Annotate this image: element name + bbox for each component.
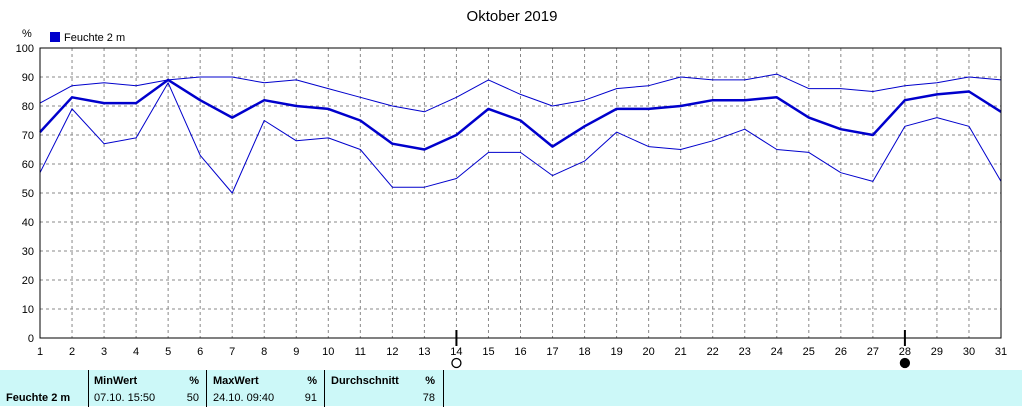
full-moon-icon [899, 357, 911, 369]
x-tick-label: 28 [899, 346, 911, 358]
max-header: MaxWert [213, 375, 259, 387]
x-tick-label: 5 [165, 346, 171, 358]
y-axis-unit: % [22, 28, 32, 40]
x-tick-label: 14 [450, 346, 462, 358]
x-tick-label: 20 [643, 346, 655, 358]
x-tick-label: 16 [514, 346, 526, 358]
x-tick-label: 19 [610, 346, 622, 358]
y-tick-label: 40 [22, 217, 34, 229]
x-tick-label: 17 [546, 346, 558, 358]
x-tick-label: 4 [133, 346, 139, 358]
x-tick-label: 25 [803, 346, 815, 358]
min-value-column: MinWert % 07.10. 15:50 50 [88, 370, 207, 407]
y-tick-label: 20 [22, 275, 34, 287]
average-value: 78 [422, 392, 435, 404]
y-tick-label: 80 [22, 101, 34, 113]
footer-row-label: Feuchte 2 m [6, 392, 71, 404]
x-tick-label: 6 [197, 346, 203, 358]
average-header: Durchschnitt [331, 375, 399, 387]
x-tick-label: 18 [578, 346, 590, 358]
x-tick-label: 8 [261, 346, 267, 358]
x-tick-label: 30 [963, 346, 975, 358]
y-tick-label: 60 [22, 159, 34, 171]
x-tick-label: 23 [739, 346, 751, 358]
max-value: 91 [304, 392, 317, 404]
stats-footer: Feuchte 2 m MinWert % 07.10. 15:50 50 Ma… [0, 369, 1022, 407]
y-tick-label: 100 [16, 43, 34, 55]
series-line-mittel [39, 78, 1002, 151]
x-tick-label: 22 [707, 346, 719, 358]
max-value-column: MaxWert % 24.10. 09:40 91 [206, 370, 325, 407]
series-line-max [39, 73, 1002, 113]
x-tick-label: 7 [229, 346, 235, 358]
x-tick-label: 27 [867, 346, 879, 358]
min-datetime: 07.10. 15:50 [94, 392, 156, 404]
moon-phase-markers [451, 330, 911, 369]
chart-title: Oktober 2019 [467, 8, 558, 25]
x-tick-label: 2 [69, 346, 75, 358]
y-tick-label: 0 [28, 333, 34, 345]
x-tick-label: 31 [995, 346, 1007, 358]
average-column: Durchschnitt % 78 [324, 370, 444, 407]
x-tick-label: 12 [386, 346, 398, 358]
x-axis-ticks: 1 2 3 4 5 6 7 8 9 10 11 12 13 14 15 16 17 18 19 20 21 22 23 24 2… [37, 346, 1007, 358]
x-tick-label: 21 [675, 346, 687, 358]
plot-frame [39, 47, 1002, 339]
legend-label: Feuchte 2 m [64, 32, 125, 44]
new-moon-icon [451, 357, 462, 369]
x-tick-label: 13 [418, 346, 430, 358]
x-tick-label: 29 [931, 346, 943, 358]
x-tick-label: 3 [101, 346, 107, 358]
max-unit: % [307, 375, 317, 387]
min-value: 50 [186, 392, 199, 404]
data-series [39, 73, 1002, 194]
x-tick-label: 9 [293, 346, 299, 358]
x-tick-label: 24 [771, 346, 783, 358]
y-tick-label: 50 [22, 188, 34, 200]
min-header: MinWert [94, 375, 138, 387]
y-tick-label: 10 [22, 304, 34, 316]
grid-lines [40, 48, 1001, 338]
x-tick-label: 26 [835, 346, 847, 358]
series-line-min [39, 82, 1002, 194]
humidity-chart: Oktober 2019 % Feuchte 2 m 0102030405060… [16, 8, 1007, 369]
x-tick-label: 15 [482, 346, 494, 358]
max-datetime: 24.10. 09:40 [213, 392, 275, 404]
y-tick-label: 30 [22, 246, 34, 258]
x-tick-label: 1 [37, 346, 43, 358]
x-tick-label: 11 [355, 346, 366, 358]
x-tick-label: 10 [322, 346, 334, 358]
y-axis-ticks: 0 10 20 30 40 50 60 70 80 90 100 [16, 43, 34, 345]
legend-swatch [50, 32, 60, 42]
min-unit: % [189, 375, 199, 387]
y-tick-label: 70 [22, 130, 34, 142]
average-unit: % [425, 375, 435, 387]
y-tick-label: 90 [22, 72, 34, 84]
